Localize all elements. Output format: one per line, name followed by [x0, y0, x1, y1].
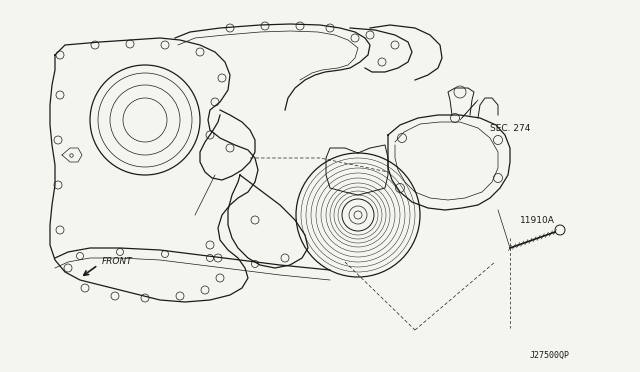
Text: J27500QP: J27500QP — [530, 350, 570, 359]
Text: FRONT: FRONT — [102, 257, 132, 266]
Text: SEC. 274: SEC. 274 — [490, 124, 531, 132]
Text: 11910A: 11910A — [520, 215, 555, 224]
